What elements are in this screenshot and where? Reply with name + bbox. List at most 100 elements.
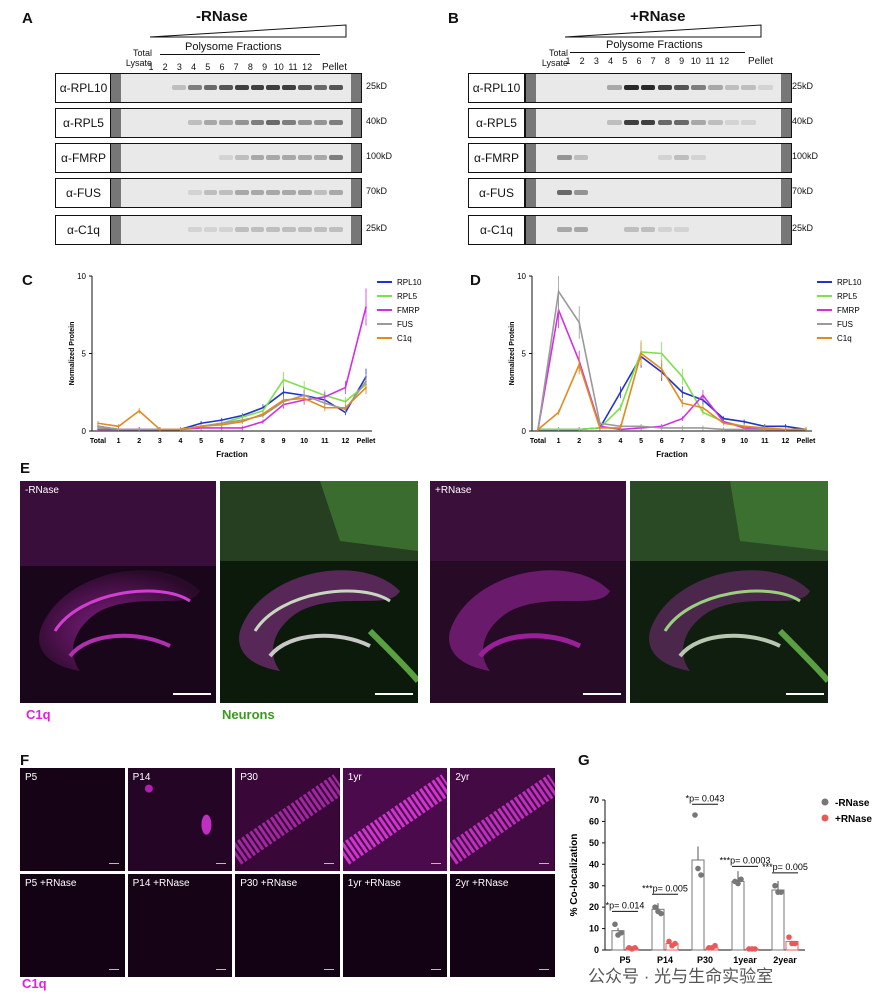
data-point (784, 428, 787, 431)
x-tick-label: 10 (300, 438, 308, 445)
ladder-lane (351, 216, 361, 244)
protein-band (313, 190, 328, 195)
antibody-label: α-FUS (55, 178, 112, 208)
hippocampus-c1q-image (430, 481, 626, 703)
protein-band (282, 190, 296, 195)
protein-band (573, 155, 589, 160)
microscopy-tile: P30 +RNase (235, 874, 340, 977)
data-point (557, 428, 560, 431)
scale-bar (216, 863, 227, 864)
lane-label: 2 (162, 62, 168, 72)
significance-annotation: *p= 0.014 (606, 900, 645, 910)
data-point (262, 410, 264, 412)
protein-band (707, 85, 723, 90)
data-point-minus-rnase (738, 876, 744, 883)
data-point (138, 410, 141, 412)
blot-strip (110, 178, 362, 208)
y-tick-label: 5 (82, 350, 87, 359)
protein-band (640, 120, 656, 125)
protein-band (329, 227, 343, 232)
lane-label: 3 (176, 62, 182, 72)
protein-band (235, 155, 249, 160)
data-point (365, 306, 367, 308)
significance-annotation: ***p= 0.005 (642, 883, 688, 893)
data-point (303, 397, 305, 400)
data-point-minus-rnase (778, 889, 784, 895)
x-tick-label: 6 (660, 438, 664, 445)
x-tick-label: 6 (220, 438, 224, 445)
protein-band (674, 85, 690, 90)
watermark: 公众号 · 光与生命实验室 (588, 967, 774, 986)
panel-label-a: A (22, 10, 33, 27)
data-point-minus-rnase (612, 921, 618, 928)
data-point (97, 425, 99, 428)
series-line-fus (537, 289, 806, 431)
x-tick-label: 3 (158, 438, 162, 445)
scale-bar (173, 693, 211, 695)
data-point (619, 427, 622, 429)
lane-label: 10 (273, 62, 284, 72)
protein-band (203, 120, 218, 125)
protein-band (691, 120, 706, 125)
data-point (537, 428, 539, 431)
data-point (805, 428, 807, 431)
data-point (323, 406, 326, 409)
significance-annotation: *p= 0.043 (686, 793, 725, 803)
x-tick-label: 4 (179, 438, 183, 445)
data-point (323, 402, 326, 404)
protein-band (235, 120, 249, 125)
x-tick-label: 2 (577, 438, 581, 445)
data-point (578, 321, 581, 324)
microscopy-tile: P14 (127, 768, 233, 871)
data-point-plus-rnase (752, 946, 758, 952)
panel-a-title: -RNase (196, 8, 248, 25)
protein-band (203, 227, 218, 232)
data-point-minus-rnase (695, 865, 701, 872)
protein-band (187, 227, 202, 232)
y-axis-label: Normalized Protein (69, 322, 76, 386)
data-point (743, 420, 745, 423)
ladder-lane (781, 144, 791, 172)
protein-band (203, 85, 218, 90)
protein-band (741, 120, 757, 125)
x-tick-label: 2 (137, 438, 141, 445)
x-tick-label: P14 (657, 955, 673, 965)
blot-strip (525, 215, 792, 245)
data-point (262, 420, 264, 423)
ladder-lane (111, 144, 121, 172)
x-tick-label: 8 (701, 438, 705, 445)
blot-strip (525, 178, 792, 208)
protein-band (573, 227, 589, 232)
scale-bar (323, 863, 334, 864)
data-point (660, 368, 663, 370)
total-lysate-label-b: Total Lysate (541, 48, 568, 68)
protein-band (219, 120, 233, 125)
blot-row: α-FMRP 100kD (468, 143, 840, 173)
ladder-lane (351, 144, 361, 172)
protein-band (297, 155, 312, 160)
data-point (681, 391, 684, 394)
protein-band (607, 85, 622, 90)
y-tick-label: 0 (82, 427, 87, 436)
lane-label: 8 (247, 62, 253, 72)
legend-entry: FUS (397, 320, 413, 329)
microscopy-tile: 1yr +RNase (342, 874, 448, 977)
data-point-plus-rnase (672, 940, 678, 947)
antibody-label: α-RPL10 (468, 73, 525, 103)
stain-background (20, 768, 125, 871)
lane-label: 7 (233, 62, 239, 72)
data-point (97, 428, 99, 431)
hippocampus-merge-image (630, 481, 828, 703)
data-point-plus-rnase (786, 934, 792, 940)
scale-bar (216, 969, 227, 970)
protein-band (297, 85, 312, 90)
protein-band (250, 227, 265, 232)
legend-entry: FMRP (397, 306, 420, 315)
data-point (282, 399, 285, 401)
series-line-c1q (537, 352, 806, 431)
data-point-plus-rnase (632, 945, 638, 951)
x-tick-label: 3 (598, 438, 602, 445)
protein-band (674, 227, 690, 232)
protein-band (282, 227, 296, 232)
